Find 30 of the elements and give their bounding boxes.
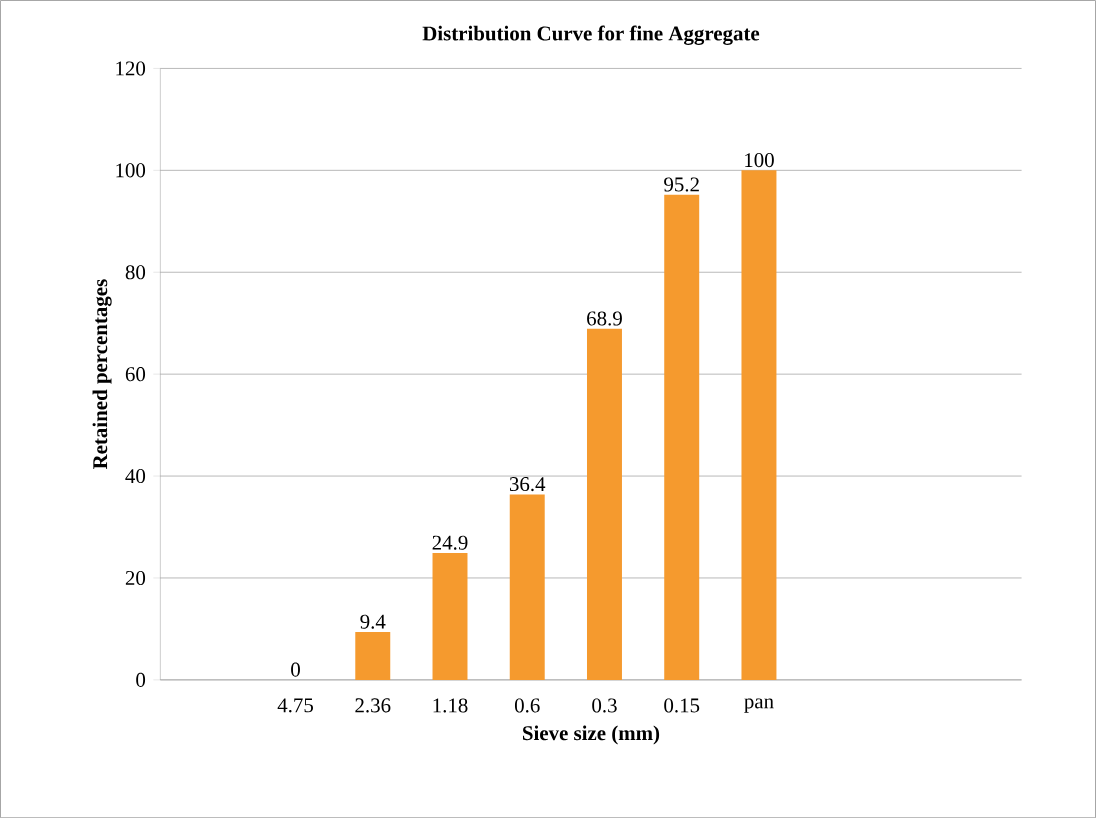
y-tick-label: 100 [116, 163, 146, 178]
bar [355, 631, 391, 680]
x-tick-label: 0.6 [514, 698, 540, 713]
data-label: 24.9 [432, 535, 468, 550]
x-tick-label: 4.75 [277, 698, 313, 713]
data-label: 100 [745, 152, 774, 168]
data-label: 36.4 [509, 476, 546, 492]
bar [432, 552, 468, 680]
y-tick-label: 60 [125, 366, 146, 382]
y-tick-label: 0 [136, 672, 146, 687]
bar [509, 494, 545, 680]
bar [741, 170, 777, 680]
y-axis-title: Retained percentages [92, 279, 112, 469]
y-tick-label: 20 [125, 570, 146, 585]
x-tick-label: 0.3 [592, 698, 617, 713]
x-tick-label: pan [744, 698, 774, 713]
y-tick-label: 40 [125, 468, 146, 483]
x-tick-label: 1.18 [433, 698, 468, 713]
data-label: 95.2 [664, 177, 699, 192]
x-axis-title: Sieve size (mm) [523, 725, 660, 745]
x-tick-label: 2.36 [355, 698, 391, 713]
data-label: 68.9 [587, 311, 622, 326]
data-label: 0 [291, 662, 300, 677]
y-tick-label: 120 [116, 61, 146, 76]
x-tick-label: 0.15 [664, 698, 700, 713]
chart-title: Distribution Curve for fine Aggregate [422, 25, 760, 45]
bar [587, 328, 622, 680]
y-tick-label: 80 [125, 265, 146, 280]
data-label: 9.4 [360, 614, 386, 629]
bar [664, 194, 700, 680]
